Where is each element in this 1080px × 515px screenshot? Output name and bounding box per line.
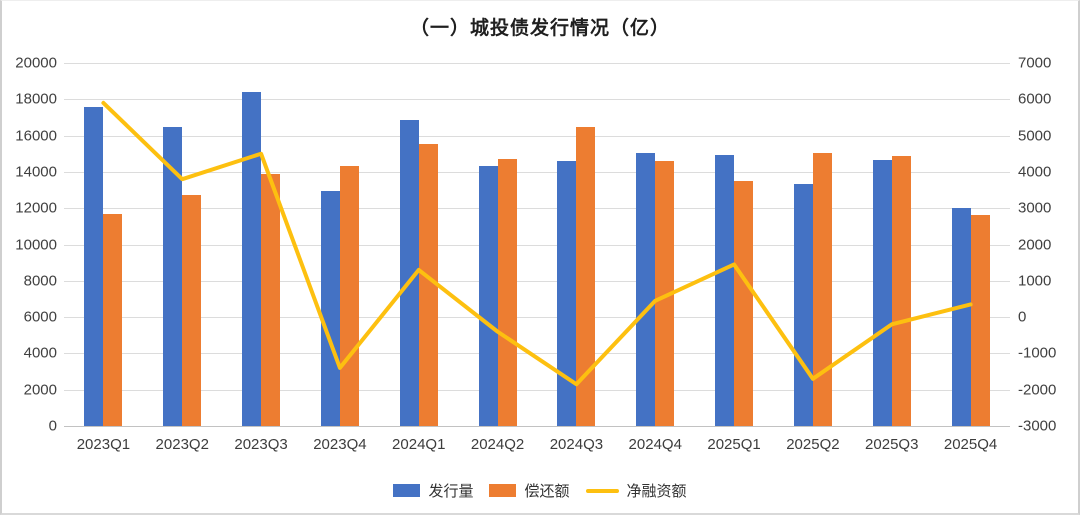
right-axis-tick: 6000 [1018,90,1052,108]
repayment-bar-2025Q1 [734,180,754,426]
left-axis-tick: 4000 [23,344,57,362]
gridline [64,389,1010,391]
repayment-swatch-icon [489,484,517,497]
issuance-bar-2023Q2 [163,126,183,426]
repayment-bar-2025Q2 [812,152,832,426]
gridline [64,244,1010,246]
legend-label-issuance: 发行量 [428,483,474,500]
gridline [64,353,1010,355]
x-axis-tick: 2024Q4 [628,436,682,453]
repayment-bar-2025Q4 [970,214,990,426]
right-axis-tick: 4000 [1018,163,1052,181]
gridline [64,317,1010,319]
repayment-bar-2024Q1 [418,143,438,426]
gridline [64,135,1010,137]
x-axis-tick: 2023Q4 [313,436,367,453]
chart-title: （一）城投债发行情况（亿） [409,18,670,39]
x-axis-tick: 2024Q3 [549,436,604,453]
right-axis-tick: -3000 [1018,417,1057,435]
legend-item-issuance: 发行量 [393,480,473,501]
x-axis-tick: 2025Q3 [865,436,919,453]
repayment-bar-2025Q3 [891,156,911,426]
x-axis-tick: 2024Q2 [470,436,525,453]
left-axis-tick: 16000 [15,127,57,145]
repayment-bar-2023Q4 [339,165,359,426]
x-axis-tick: 2025Q2 [786,436,840,453]
repayment-bar-2024Q3 [576,127,596,426]
legend-label-repayment: 偿还额 [524,483,570,500]
left-axis-tick: 12000 [15,199,57,217]
repayment-bar-2023Q1 [103,213,123,426]
issuance-bar-2023Q4 [320,190,340,426]
legend-item-net: 净融资额 [585,480,687,501]
issuance-swatch-icon [393,484,421,497]
gridline [64,63,1010,64]
repayment-bar-2024Q4 [655,161,675,426]
issuance-bar-2025Q3 [872,160,892,426]
x-axis-tick: 2023Q2 [155,436,209,453]
legend-label-net: 净融资额 [626,483,687,500]
issuance-bar-2025Q1 [715,154,735,426]
gridline [64,426,1010,427]
right-axis-tick: 0 [1018,308,1027,326]
left-axis-tick: 18000 [15,90,57,108]
right-axis-tick: 1000 [1018,272,1052,290]
net-line-swatch-icon [585,488,619,493]
right-axis-tick: -2000 [1018,381,1057,399]
legend-item-repayment: 偿还额 [489,480,570,501]
repayment-bar-2023Q2 [182,195,202,426]
repayment-bar-2023Q3 [261,173,281,426]
gridline [64,99,1010,101]
issuance-bar-2024Q3 [557,161,577,426]
left-axis-tick: 6000 [23,308,57,326]
x-axis-tick: 2025Q1 [707,436,761,453]
right-axis-tick: 2000 [1018,236,1052,253]
x-axis-tick: 2025Q4 [943,436,998,453]
right-axis-tick: -1000 [1018,344,1057,362]
x-axis-tick: 2023Q3 [234,436,288,453]
left-axis-tick: 8000 [23,272,57,290]
issuance-bar-2025Q4 [951,208,971,426]
gridline [64,171,1010,173]
x-axis-tick: 2023Q1 [76,436,131,453]
gridline [64,208,1010,210]
repayment-bar-2024Q2 [497,159,517,426]
x-axis-tick: 2024Q1 [392,436,446,453]
right-axis-tick: 5000 [1018,127,1052,145]
legend: 发行量 偿还额 净融资额 [2,480,1078,501]
left-axis-tick: 14000 [15,163,57,181]
left-axis-tick: 10000 [15,236,57,253]
issuance-bar-2023Q3 [242,92,262,426]
right-axis-tick: 7000 [1018,54,1052,72]
gridline [64,280,1010,282]
left-axis-tick: 2000 [23,381,57,399]
issuance-bar-2023Q1 [84,106,104,426]
issuance-bar-2024Q1 [399,120,419,426]
issuance-bar-2024Q4 [636,152,656,426]
issuance-bar-2024Q2 [478,166,498,426]
right-axis-tick: 3000 [1018,199,1052,217]
left-axis-tick: 20000 [15,54,57,72]
issuance-bar-2025Q2 [793,183,813,426]
left-axis-tick: 0 [48,417,57,435]
